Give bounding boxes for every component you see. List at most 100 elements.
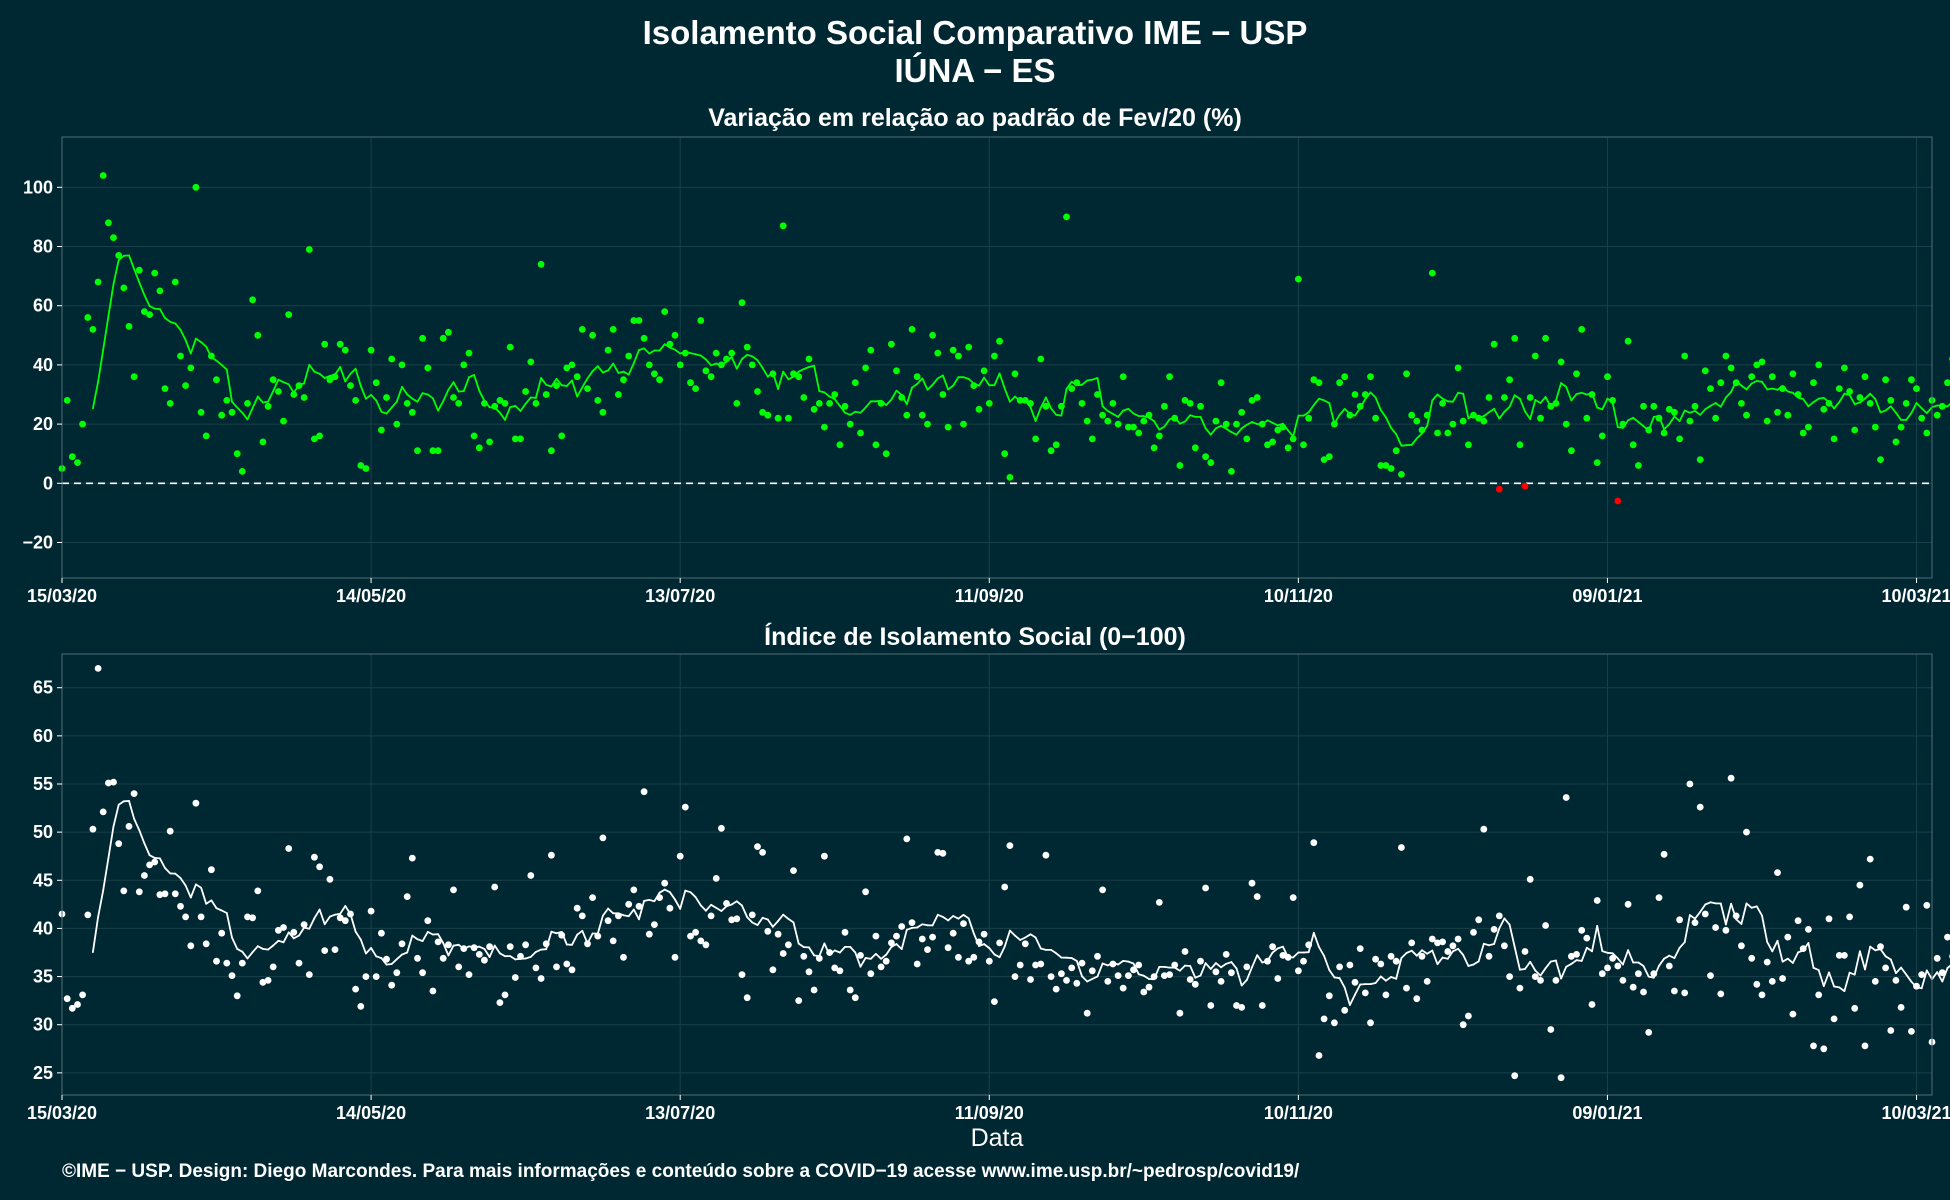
data-point <box>702 367 710 375</box>
moving-average-segment <box>1452 391 1459 403</box>
moving-average-segment <box>437 400 445 412</box>
moving-average-segment <box>1802 398 1810 408</box>
moving-average-segment <box>1390 426 1398 436</box>
data-point <box>1382 991 1390 999</box>
data-point <box>187 942 195 950</box>
data-point <box>712 349 720 357</box>
data-point <box>1264 957 1271 965</box>
data-point <box>1629 441 1637 449</box>
data-point <box>965 343 973 351</box>
moving-average-segment <box>1925 969 1933 981</box>
moving-average-segment <box>962 914 970 920</box>
moving-average-segment <box>1230 431 1238 436</box>
data-point <box>1815 361 1823 369</box>
data-point <box>1614 497 1622 505</box>
moving-average-segment <box>375 955 383 959</box>
data-point <box>1892 977 1900 984</box>
data-point <box>1866 855 1874 863</box>
x-tick-label: 15/03/20 <box>27 586 97 606</box>
data-point <box>1346 961 1354 969</box>
moving-average-segment <box>1225 427 1233 434</box>
moving-average-segment <box>1843 971 1851 992</box>
data-point <box>1217 379 1225 387</box>
moving-average-segment <box>1508 394 1516 408</box>
moving-average-segment <box>761 916 769 921</box>
moving-average-segment <box>916 377 924 385</box>
data-point <box>578 912 586 920</box>
moving-average-segment <box>1127 407 1135 415</box>
moving-average-segment <box>1699 903 1707 913</box>
data-point <box>275 388 282 395</box>
data-point <box>1377 960 1385 968</box>
data-point <box>295 382 303 389</box>
data-point <box>1557 1074 1565 1082</box>
moving-average-segment <box>194 883 203 889</box>
data-point <box>1315 1052 1323 1059</box>
data-point <box>470 432 478 440</box>
moving-average-segment <box>823 391 831 398</box>
moving-average-segment <box>1915 402 1923 410</box>
moving-average-segment <box>1853 401 1861 406</box>
data-point <box>1058 402 1065 410</box>
moving-average-segment <box>1529 399 1537 420</box>
moving-average-segment <box>1421 949 1429 955</box>
moving-average-segment <box>442 388 450 403</box>
data-point <box>1598 432 1606 440</box>
data-point <box>285 311 293 318</box>
data-point <box>74 1001 81 1008</box>
data-point <box>1629 983 1637 991</box>
data-point <box>692 385 699 392</box>
data-point <box>1171 414 1179 422</box>
moving-average-segment <box>988 947 996 956</box>
moving-average-segment <box>1859 950 1866 971</box>
moving-average-segment <box>1663 423 1671 431</box>
moving-average-segment <box>1853 950 1861 976</box>
moving-average-segment <box>1601 950 1609 954</box>
data-point <box>1640 402 1647 410</box>
data-point <box>676 852 684 860</box>
moving-average-segment <box>993 953 1001 959</box>
moving-average-segment <box>540 377 548 386</box>
moving-average-segment <box>1323 955 1331 971</box>
data-point <box>1547 402 1555 410</box>
data-point <box>1887 397 1895 404</box>
data-point <box>785 414 792 422</box>
data-point <box>723 900 730 907</box>
y-tick-label: 60 <box>33 726 53 746</box>
data-point <box>949 346 957 354</box>
y-tick-label: 55 <box>33 774 53 794</box>
moving-average-segment <box>1209 427 1217 436</box>
moving-average-segment <box>334 366 342 376</box>
moving-average-segment <box>1271 421 1279 427</box>
moving-average-segment <box>1678 409 1686 423</box>
data-point <box>1531 352 1539 360</box>
moving-average-segment <box>839 946 846 954</box>
moving-average-segment <box>1091 377 1099 381</box>
moving-average-segment <box>1792 951 1799 964</box>
moving-average-segment <box>1050 407 1058 416</box>
moving-average-segment <box>1946 403 1950 408</box>
data-point <box>383 955 390 963</box>
data-point <box>1573 951 1580 958</box>
data-point <box>1758 358 1766 366</box>
data-point <box>151 858 159 866</box>
data-point <box>1016 961 1024 969</box>
moving-average-segment <box>931 913 939 927</box>
data-point <box>893 367 900 375</box>
data-point <box>1099 411 1106 419</box>
data-point <box>1001 883 1009 891</box>
data-point <box>470 944 478 952</box>
y-tick-label: −20 <box>22 532 53 552</box>
moving-average-segment <box>1807 401 1815 408</box>
data-point <box>1691 919 1699 926</box>
moving-average-segment <box>282 381 290 386</box>
moving-average-segment <box>1745 902 1753 909</box>
moving-average-segment <box>880 953 888 960</box>
data-point <box>815 954 823 962</box>
moving-average-segment <box>1117 409 1125 418</box>
moving-average-segment <box>1415 432 1423 440</box>
moving-average-segment <box>308 917 316 930</box>
moving-average-segment <box>1385 416 1392 429</box>
moving-average-segment <box>833 949 841 954</box>
